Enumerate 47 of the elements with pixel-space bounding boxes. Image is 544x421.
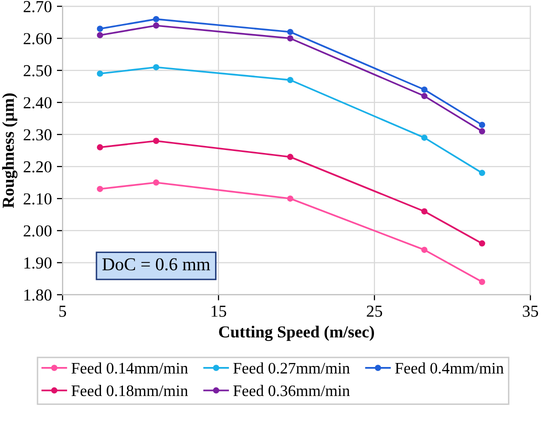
point	[287, 76, 294, 84]
y-tick-label: 1.90	[24, 257, 52, 269]
point	[287, 154, 294, 160]
point	[421, 134, 428, 141]
point	[421, 92, 428, 100]
y-tick-label: 2.10	[24, 193, 52, 205]
point	[153, 22, 160, 29]
point	[153, 138, 160, 144]
y-tick-label: 2.30	[24, 129, 52, 141]
point	[96, 186, 104, 192]
point	[478, 170, 486, 176]
point	[287, 35, 294, 42]
point	[96, 144, 104, 150]
x-axis-title: Cutting Speed (m/sec)	[219, 326, 374, 342]
legend-label: Feed 0.4mm/min	[395, 362, 504, 374]
point	[421, 208, 428, 215]
legend-label: Feed 0.14mm/min	[72, 362, 188, 374]
y-axis-title: Roughness (µm)	[2, 93, 18, 208]
y-tick-label: 1.80	[24, 289, 52, 301]
point	[96, 32, 104, 38]
point	[153, 179, 160, 186]
point	[478, 122, 486, 128]
legend-label: Feed 0.18mm/min	[72, 384, 188, 396]
x-tick-label: 25	[366, 306, 382, 317]
y-tick-label: 2.60	[24, 33, 52, 44]
point	[478, 278, 486, 286]
point	[96, 70, 104, 77]
y-tick-label: 2.00	[24, 225, 52, 237]
legend-label: Feed 0.27mm/min	[233, 362, 350, 374]
y-tick-label: 2.40	[24, 97, 52, 108]
x-tick-label: 35	[522, 306, 538, 317]
x-tick-label: 15	[212, 306, 226, 317]
legend-label: Feed 0.36mm/min	[233, 384, 350, 396]
point	[96, 26, 104, 32]
y-tick-label: 2.50	[24, 65, 52, 76]
point	[287, 195, 294, 202]
point	[287, 28, 294, 36]
point	[153, 16, 160, 22]
point	[421, 86, 428, 93]
annotation: DoC = 0.6 mm	[102, 258, 210, 270]
x-tick-label: 5	[59, 306, 66, 317]
y-tick-label: 2.70	[24, 1, 52, 12]
point	[421, 246, 428, 253]
point	[478, 128, 486, 134]
point	[478, 240, 486, 247]
point	[153, 64, 160, 70]
y-tick-label: 2.20	[24, 161, 52, 173]
